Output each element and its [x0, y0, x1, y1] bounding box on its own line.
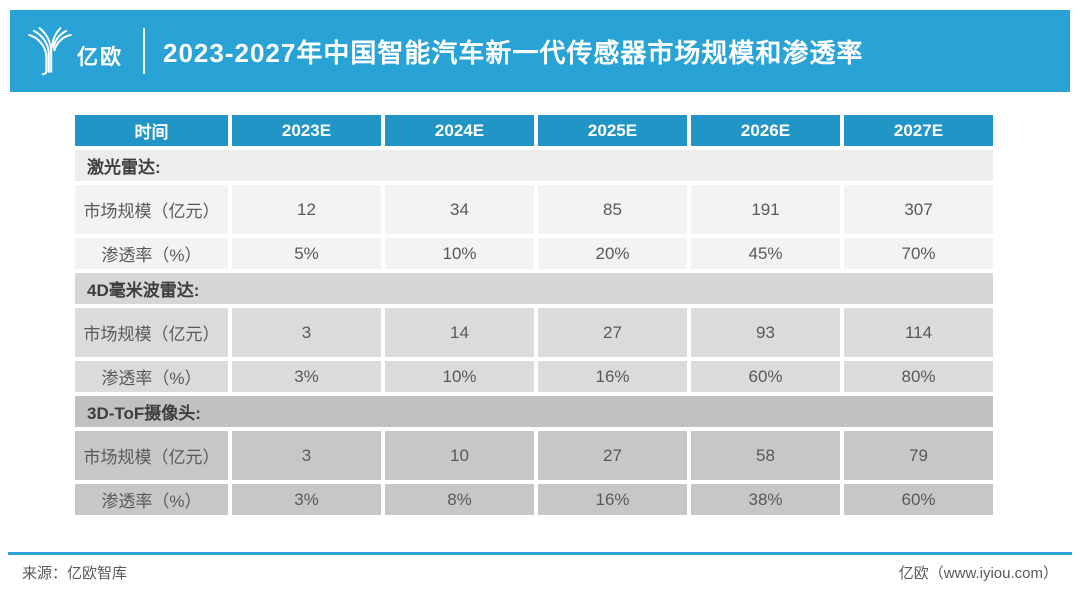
column-header-year: 2023E	[232, 115, 381, 146]
data-cell: 3%	[232, 361, 381, 392]
row-label: 市场规模（亿元）	[75, 431, 228, 480]
data-cell: 45%	[691, 238, 840, 269]
data-cell: 10	[385, 431, 534, 480]
row-label: 市场规模（亿元）	[75, 185, 228, 234]
data-cell: 10%	[385, 238, 534, 269]
yiou-logo: 亿欧	[26, 23, 123, 79]
data-cell: 3	[232, 308, 381, 357]
section-header-row: 激光雷达:	[75, 150, 993, 181]
data-cell: 27	[538, 431, 687, 480]
header-divider	[143, 28, 145, 74]
data-cell: 10%	[385, 361, 534, 392]
data-cell: 80%	[844, 361, 993, 392]
data-cell: 60%	[691, 361, 840, 392]
section-header-row: 4D毫米波雷达:	[75, 273, 993, 304]
data-cell: 16%	[538, 361, 687, 392]
table-row: 渗透率（%） 5% 10% 20% 45% 70%	[75, 238, 993, 269]
data-cell: 79	[844, 431, 993, 480]
data-cell: 3%	[232, 484, 381, 515]
data-cell: 85	[538, 185, 687, 234]
data-cell: 60%	[844, 484, 993, 515]
table-row: 渗透率（%） 3% 10% 16% 60% 80%	[75, 361, 993, 392]
section-title: 3D-ToF摄像头:	[75, 396, 993, 427]
data-cell: 8%	[385, 484, 534, 515]
row-label: 渗透率（%）	[75, 361, 228, 392]
data-cell: 38%	[691, 484, 840, 515]
source-credit: 来源：亿欧智库	[22, 565, 128, 582]
site-credit: 亿欧（www.iyiou.com）	[898, 565, 1058, 582]
column-header-time: 时间	[75, 115, 228, 146]
data-cell: 16%	[538, 484, 687, 515]
sensor-data-table: 时间 2023E 2024E 2025E 2026E 2027E 激光雷达: 市场规模（亿元）…	[71, 111, 997, 519]
section-header-row: 3D-ToF摄像头:	[75, 396, 993, 427]
footer: 来源：亿欧智库 亿欧（www.iyiou.com）	[22, 562, 1058, 583]
section-title: 4D毫米波雷达:	[75, 273, 993, 304]
column-header-year: 2025E	[538, 115, 687, 146]
row-label: 渗透率（%）	[75, 484, 228, 515]
table-header-row: 时间 2023E 2024E 2025E 2026E 2027E	[75, 115, 993, 146]
data-cell: 5%	[232, 238, 381, 269]
data-cell: 70%	[844, 238, 993, 269]
table-row: 渗透率（%） 3% 8% 16% 38% 60%	[75, 484, 993, 515]
row-label: 市场规模（亿元）	[75, 308, 228, 357]
data-cell: 307	[844, 185, 993, 234]
column-header-year: 2027E	[844, 115, 993, 146]
data-cell: 191	[691, 185, 840, 234]
yiou-logo-icon	[28, 27, 72, 76]
data-cell: 34	[385, 185, 534, 234]
page-title: 2023-2027年中国智能汽车新一代传感器市场规模和渗透率	[163, 37, 864, 68]
row-label: 渗透率（%）	[75, 238, 228, 269]
header-banner: 亿欧 2023-2027年中国智能汽车新一代传感器市场规模和渗透率	[10, 10, 1070, 92]
data-cell: 3	[232, 431, 381, 480]
column-header-year: 2026E	[691, 115, 840, 146]
section-title: 激光雷达:	[75, 150, 993, 181]
data-cell: 114	[844, 308, 993, 357]
table: 时间 2023E 2024E 2025E 2026E 2027E 激光雷达: 市场规模（亿元）…	[71, 111, 997, 519]
logo-wordmark: 亿欧	[77, 46, 123, 69]
data-cell: 93	[691, 308, 840, 357]
data-cell: 20%	[538, 238, 687, 269]
table-row: 市场规模（亿元） 3 10 27 58 79	[75, 431, 993, 480]
table-row: 市场规模（亿元） 12 34 85 191 307	[75, 185, 993, 234]
column-header-year: 2024E	[385, 115, 534, 146]
table-row: 市场规模（亿元） 3 14 27 93 114	[75, 308, 993, 357]
data-cell: 14	[385, 308, 534, 357]
data-cell: 27	[538, 308, 687, 357]
footer-divider-line	[8, 552, 1072, 555]
data-cell: 58	[691, 431, 840, 480]
data-cell: 12	[232, 185, 381, 234]
